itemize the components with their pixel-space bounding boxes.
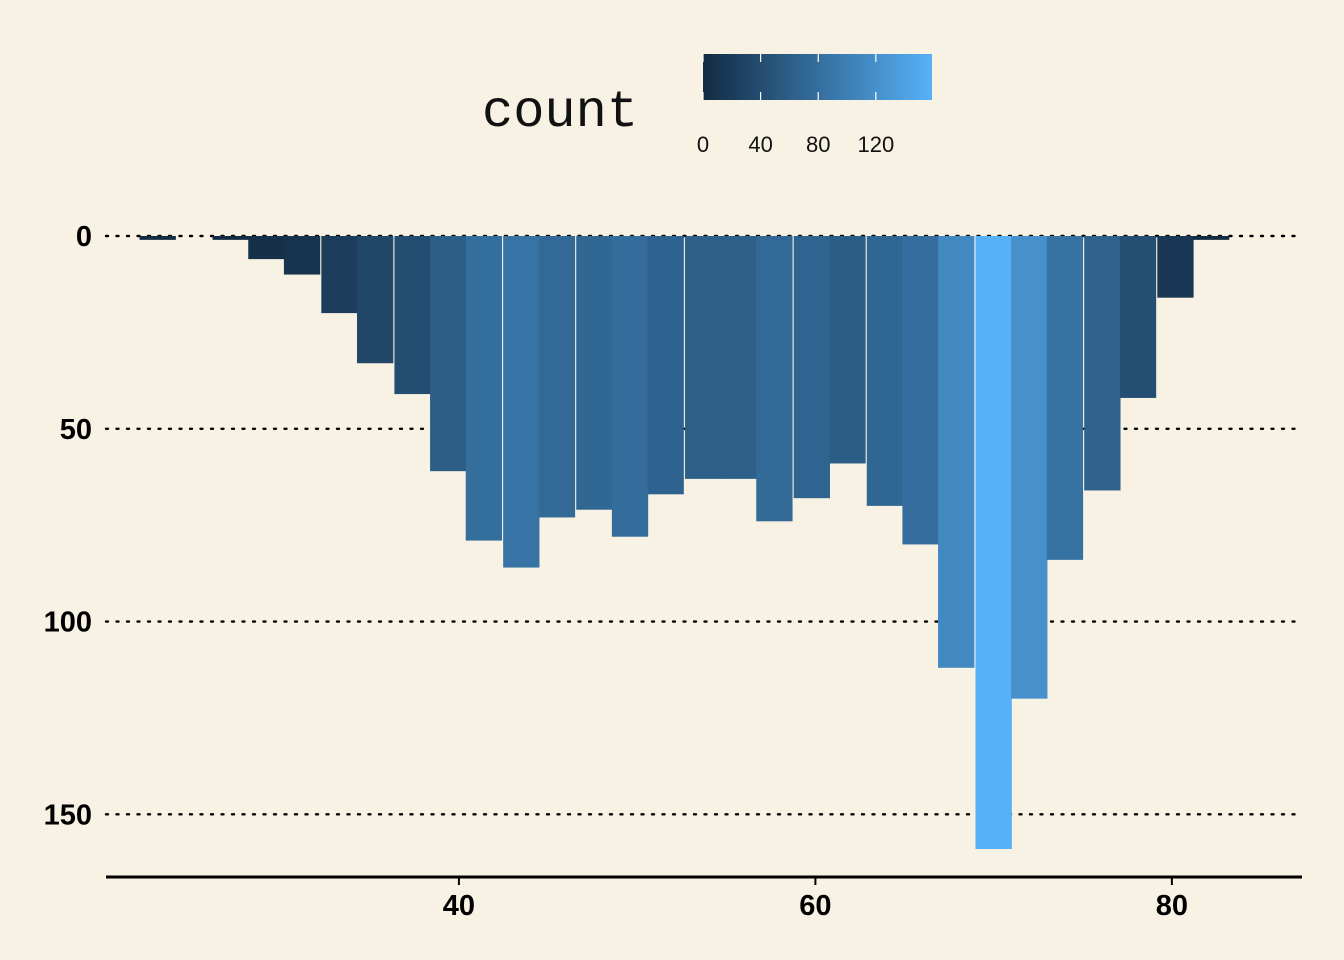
legend-tick-label: 0: [697, 132, 709, 157]
x-tick-label: 60: [799, 890, 831, 922]
y-tick-label: 50: [60, 414, 92, 446]
y-tick-label: 150: [44, 799, 92, 831]
histogram-bar: [1011, 236, 1048, 699]
legend-title: count: [482, 83, 638, 142]
legend-tick-label: 120: [857, 132, 894, 157]
histogram-bar: [321, 236, 358, 314]
legend-colorbar: [703, 54, 932, 100]
histogram-bar: [647, 236, 684, 495]
histogram-bar: [756, 236, 793, 522]
legend: count 0 40 80 120: [482, 54, 932, 157]
y-tick-label: 0: [76, 221, 92, 253]
bars: [139, 236, 1230, 850]
histogram-bar: [1084, 236, 1121, 491]
histogram-bar: [938, 236, 975, 668]
histogram-bar: [212, 236, 249, 240]
histogram-bar: [283, 236, 321, 275]
histogram-bar: [902, 236, 939, 545]
axes: 40 60 80 0 50 100 150: [44, 221, 1302, 922]
histogram-bar: [829, 236, 866, 464]
legend-tick-label: 80: [806, 132, 830, 157]
histogram-bar: [1046, 236, 1084, 560]
histogram-bar: [139, 236, 176, 240]
histogram-bar: [503, 236, 540, 568]
histogram-bar: [1192, 236, 1230, 240]
histogram-bar: [1119, 236, 1157, 398]
histogram-bar: [430, 236, 467, 472]
x-tick-label: 80: [1156, 890, 1188, 922]
histogram-bar: [684, 236, 722, 479]
y-tick-label: 100: [44, 607, 92, 639]
histogram-bar: [611, 236, 649, 537]
histogram-bar: [975, 236, 1012, 850]
histogram-bar: [576, 236, 613, 510]
legend-tick-label: 40: [748, 132, 772, 157]
histogram-bar: [1157, 236, 1194, 298]
histogram-bar: [465, 236, 503, 541]
histogram-bar: [394, 236, 431, 395]
histogram-bar: [356, 236, 394, 364]
histogram-bar: [866, 236, 904, 506]
histogram-bar: [538, 236, 576, 518]
x-tick-label: 40: [443, 890, 475, 922]
histogram-bar: [720, 236, 757, 479]
histogram-bar: [793, 236, 830, 499]
histogram-bar: [248, 236, 285, 260]
